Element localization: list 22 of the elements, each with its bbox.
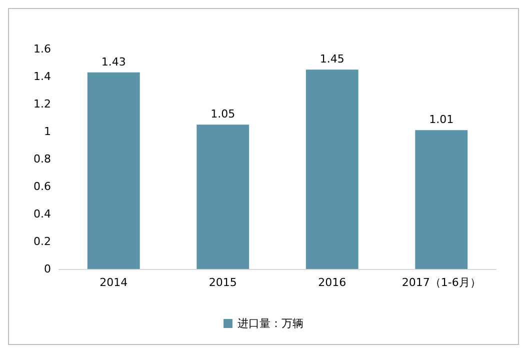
y-tick-label: 0.4 [34, 208, 51, 220]
y-tick-label: 0.8 [34, 152, 51, 166]
x-tick-label: 2017（1-6月） [402, 276, 481, 289]
x-tick-label: 2015 [208, 276, 237, 289]
x-tick-label: 2014 [100, 276, 128, 289]
y-tick-label: 1.2 [34, 98, 51, 110]
data-label: 1.45 [320, 52, 344, 66]
y-tick-label: 0.6 [34, 180, 51, 193]
bar [306, 70, 358, 269]
bar [87, 72, 140, 269]
data-label: 1.01 [429, 113, 454, 126]
y-tick-label: 1.6 [34, 42, 51, 56]
legend-label: 进口量：万辆 [238, 317, 304, 330]
bar [415, 130, 468, 269]
y-tick-label: 1 [44, 125, 51, 138]
y-tick-label: 1.4 [34, 70, 51, 83]
y-tick-label: 0.2 [34, 235, 51, 248]
bar [196, 124, 250, 269]
y-tick-label: 0 [44, 262, 51, 276]
data-label: 1.43 [101, 55, 126, 68]
data-label: 1.05 [210, 108, 236, 121]
x-tick-label: 2016 [318, 276, 346, 289]
